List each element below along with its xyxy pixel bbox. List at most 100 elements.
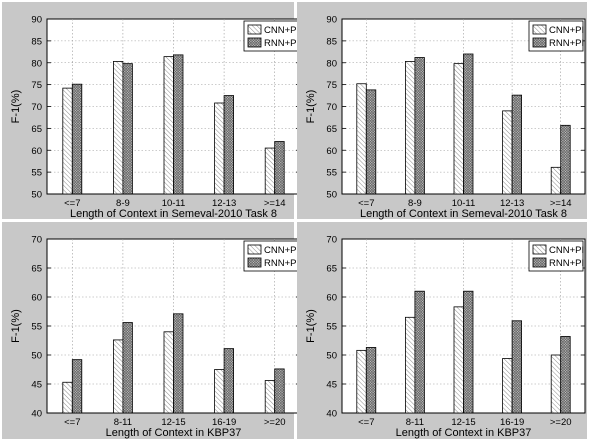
chart-panel-1: 50 55 60 65 70 75 80 85 90 <=7 8-9 10-11 12-13 >=14Le… [2, 2, 302, 220]
y-axis-label: F-1(%) [305, 309, 317, 343]
bar-rnn-pi-2 [414, 290, 425, 414]
bar-cnn-pf-2 [113, 339, 124, 414]
y-tick-label: 90 [326, 15, 337, 26]
legend-swatch [532, 37, 547, 48]
x-axis-label: Length of Context in KBP37 [106, 427, 242, 439]
bar-cnn-pi-1 [356, 83, 367, 195]
y-tick-label: 45 [31, 380, 42, 391]
y-tick-label: 60 [326, 293, 337, 304]
y-tick-label: 50 [31, 351, 42, 362]
bar-rnn-pf-4 [223, 95, 235, 195]
legend-swatch [532, 257, 547, 268]
y-tick-label: 90 [31, 15, 42, 26]
bar-cnn-pf-1 [62, 87, 73, 195]
x-tick-label: >=14 [264, 198, 286, 209]
y-tick-label: 50 [326, 351, 337, 362]
bar-rnn-pi-3 [463, 290, 474, 414]
legend-label: RNN+PI [549, 258, 584, 269]
bar-cnn-pf-5 [264, 147, 276, 195]
legend-swatch [532, 244, 547, 255]
y-tick-label: 75 [31, 80, 42, 91]
y-tick-label: 65 [31, 124, 42, 135]
legend: CNN+PF RNN+PF [243, 240, 302, 272]
y-tick-label: 85 [31, 36, 42, 47]
y-tick-label: 60 [31, 293, 42, 304]
chart-panel-3: 40 45 50 55 60 65 70 <=7 8-11 12-15 16-19 >=20 Lengt… [2, 222, 302, 439]
x-tick-label: 16-19 [212, 417, 236, 428]
legend: CNN+PI RNN+PI [528, 240, 584, 272]
x-tick-label: 10-11 [452, 198, 476, 209]
bar-rnn-pf-3 [173, 313, 184, 414]
legend-swatch [532, 24, 547, 35]
x-tick-label: 12-13 [212, 198, 236, 209]
x-axis-label: Length of Context in Semeval-2010 Task 8 [70, 208, 277, 220]
bar-cnn-pi-2 [404, 61, 416, 195]
x-tick-label: 12-15 [451, 417, 475, 428]
bar-cnn-pi-2 [404, 316, 416, 414]
x-tick-label: <=7 [358, 417, 374, 428]
bar-rnn-pf-5 [274, 141, 285, 195]
y-tick-label: 55 [31, 322, 42, 333]
y-tick-label: 50 [31, 190, 42, 201]
y-tick-label: 45 [326, 380, 337, 391]
chart-panel-4: 40 45 50 55 60 65 70 <=7 8-11 12-15 16-19 >=20 Lengt… [297, 222, 587, 439]
bar-rnn-pi-5 [560, 336, 571, 414]
bar-cnn-pf-3 [163, 331, 174, 414]
x-tick-label: 8-9 [116, 198, 130, 209]
x-tick-label: 16-19 [500, 417, 524, 428]
bar-cnn-pf-2 [113, 61, 124, 195]
bar-cnn-pi-3 [453, 63, 464, 195]
y-tick-label: 70 [31, 102, 42, 113]
y-tick-label: 85 [326, 36, 337, 47]
x-tick-label: <=7 [64, 198, 80, 209]
x-tick-label: <=7 [64, 417, 80, 428]
bar-cnn-pi-4 [502, 358, 513, 414]
bar-cnn-pf-4 [214, 369, 225, 414]
legend-label: CNN+PF [264, 245, 302, 256]
bar-cnn-pf-3 [163, 56, 174, 195]
y-axis-label: F-1(%) [305, 90, 317, 124]
x-tick-label: 8-9 [408, 198, 422, 209]
x-tick-label: 8-11 [114, 417, 132, 428]
bar-rnn-pf-2 [122, 63, 133, 195]
y-tick-label: 55 [326, 322, 337, 333]
y-tick-label: 60 [326, 146, 337, 157]
x-axis-label: Length of Context in KBP37 [396, 427, 532, 439]
bar-rnn-pf-5 [274, 368, 285, 414]
y-tick-label: 65 [326, 264, 337, 275]
bar-rnn-pi-1 [365, 89, 377, 195]
legend-swatch [247, 37, 262, 48]
x-tick-label: 10-11 [162, 198, 186, 209]
y-tick-label: 55 [326, 168, 337, 179]
x-tick-label: 12-15 [161, 417, 185, 428]
legend-label: CNN+PF [264, 25, 302, 36]
y-tick-label: 50 [326, 190, 337, 201]
x-tick-label: 12-13 [500, 198, 524, 209]
legend: CNN+PF RNN+PF [243, 20, 302, 52]
y-tick-label: 80 [31, 58, 42, 69]
x-tick-label: <=7 [358, 198, 374, 209]
bar-cnn-pi-1 [356, 349, 367, 414]
legend-swatch [247, 24, 262, 35]
bar-cnn-pi-4 [502, 110, 513, 195]
x-tick-label: 8-11 [406, 417, 424, 428]
x-tick-label: >=14 [550, 198, 572, 209]
legend-swatch [247, 257, 262, 268]
y-tick-label: 70 [326, 102, 337, 113]
y-tick-label: 70 [31, 235, 42, 246]
legend-label: CNN+PI [549, 25, 584, 36]
legend-label: RNN+PF [264, 258, 302, 269]
y-tick-label: 80 [326, 58, 337, 69]
x-tick-label: >=20 [550, 417, 572, 428]
bar-rnn-pi-2 [414, 57, 425, 195]
bar-cnn-pf-1 [62, 381, 73, 414]
bar-cnn-pi-5 [550, 166, 562, 195]
y-tick-label: 75 [326, 80, 337, 91]
bar-cnn-pf-4 [214, 102, 225, 195]
x-tick-label: >=20 [264, 417, 286, 428]
bar-cnn-pf-5 [264, 380, 276, 414]
y-tick-label: 40 [31, 409, 42, 420]
y-tick-label: 60 [31, 146, 42, 157]
y-axis-label: F-1(%) [10, 90, 22, 124]
